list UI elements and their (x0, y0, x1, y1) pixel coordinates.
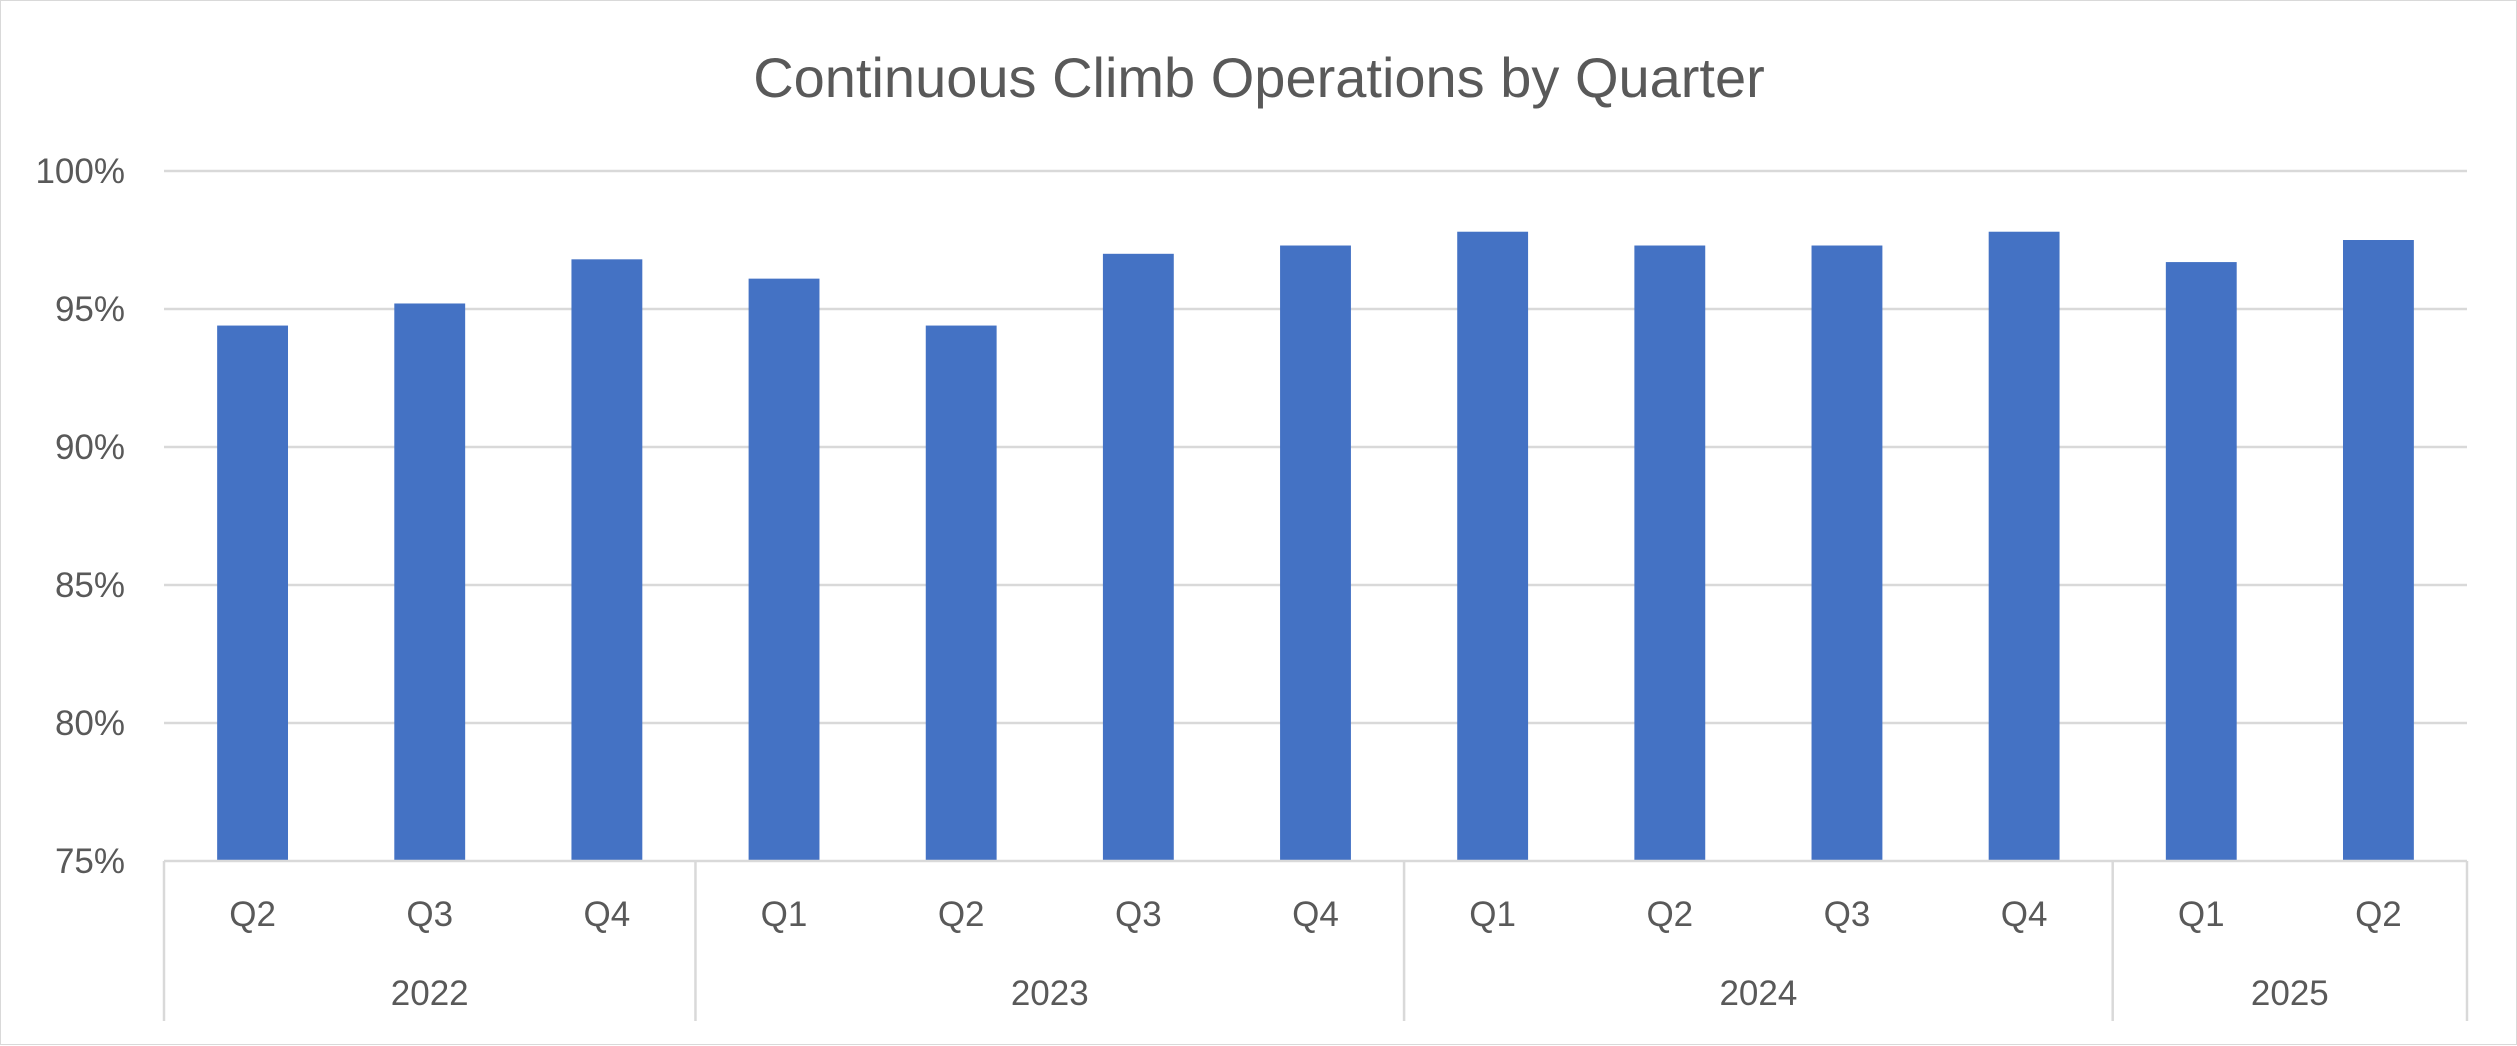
bar (394, 303, 466, 862)
bar (1280, 245, 1351, 861)
y-tick-label: 75% (55, 842, 125, 881)
x-tick-label: Q2 (2355, 895, 2402, 934)
bar (1457, 231, 1529, 862)
x-tick-label: Q4 (1292, 895, 1339, 934)
x-tick-label: Q4 (2001, 895, 2048, 934)
y-tick-label: 100% (35, 152, 125, 191)
x-tick-label: Q3 (406, 895, 453, 934)
bar (217, 325, 289, 861)
bar (2342, 240, 2414, 861)
x-group-label: 2025 (2251, 974, 2329, 1013)
x-tick-label: Q2 (938, 895, 985, 934)
bar (571, 259, 643, 861)
x-tick-label: Q2 (229, 895, 276, 934)
y-tick-label: 95% (55, 290, 125, 329)
x-tick-label: Q4 (584, 895, 631, 934)
y-tick-label: 90% (55, 428, 125, 467)
bar (1988, 231, 2060, 862)
x-tick-label: Q3 (1824, 895, 1871, 934)
y-axis-ticks: 75% 80% 85% 90% 95% 100% (35, 152, 125, 881)
x-group-label: 2023 (1011, 974, 1089, 1013)
bar (2165, 262, 2237, 862)
chart-title: Continuous Climb Operations by Quarter (753, 46, 1765, 109)
bars (217, 231, 2414, 862)
bar (1102, 253, 1174, 862)
x-group-label: 2024 (1719, 974, 1797, 1013)
x-axis: Q2 Q3 Q4 Q1 Q2 Q3 Q4 Q1 Q2 Q3 Q4 Q1 Q2 2022 2023 2024 20… (162, 859, 2469, 1021)
bar (1634, 245, 1706, 861)
x-tick-label: Q1 (1469, 895, 1516, 934)
x-tick-label: Q3 (1115, 895, 1162, 934)
bar (748, 278, 820, 861)
x-tick-label: Q2 (1646, 895, 1693, 934)
bar (1811, 245, 1883, 861)
y-tick-label: 80% (55, 704, 125, 743)
bar (925, 325, 997, 861)
y-tick-label: 85% (55, 566, 125, 605)
x-tick-label: Q1 (761, 895, 808, 934)
x-group-label: 2022 (391, 974, 469, 1013)
x-tick-label: Q1 (2178, 895, 2225, 934)
